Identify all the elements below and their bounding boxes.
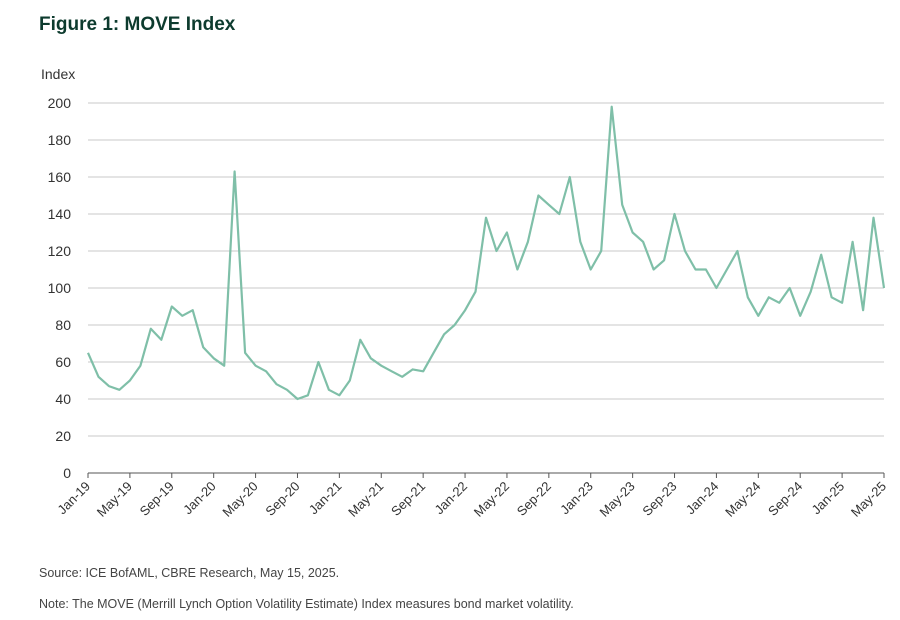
x-tick-label: Sep-23 [639,479,679,519]
y-axis-label: Index [41,66,76,82]
y-tick-label: 140 [48,206,72,222]
x-tick-label: May-19 [94,479,135,520]
x-tick-label: Sep-24 [765,479,805,519]
x-tick-label: Jan-23 [557,479,596,518]
x-tick-label: May-21 [345,479,386,520]
figure-title: Figure 1: MOVE Index [39,14,236,35]
y-tick-label: 120 [48,243,72,259]
x-tick-label: May-20 [219,479,260,520]
x-tick-label: Jan-25 [809,479,848,518]
x-tick-label: Sep-20 [262,479,302,519]
y-tick-label: 40 [55,391,71,407]
x-tick-label: May-24 [722,479,763,520]
x-tick-label: May-23 [596,479,637,520]
y-tick-label: 0 [63,465,71,481]
x-tick-label: Jan-19 [54,479,93,518]
x-tick-label: Jan-24 [683,479,722,518]
y-tick-label: 160 [48,169,72,185]
y-tick-label: 80 [55,317,71,333]
y-tick-label: 180 [48,132,72,148]
footnote: Note: The MOVE (Merrill Lynch Option Vol… [39,597,574,611]
x-tick-label: Jan-21 [306,479,345,518]
y-tick-label: 100 [48,280,72,296]
x-tick-label: Jan-22 [431,479,470,518]
x-tick-label: Sep-19 [137,479,177,519]
source-note: Source: ICE BofAML, CBRE Research, May 1… [39,566,340,580]
y-tick-label: 60 [55,354,71,370]
x-tick-label: Jan-20 [180,479,219,518]
y-tick-label: 20 [55,428,71,444]
x-tick-label: May-25 [848,479,889,520]
x-tick-label: May-22 [471,479,512,520]
move-index-line [86,105,886,401]
x-tick-label: Sep-22 [514,479,554,519]
y-tick-label: 200 [48,95,72,111]
x-tick-label: Sep-21 [388,479,428,519]
